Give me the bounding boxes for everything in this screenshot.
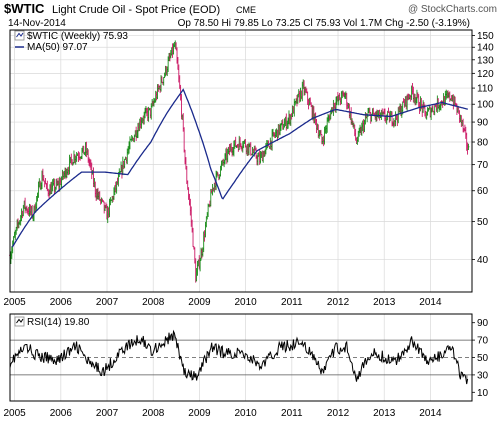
- rsi-y-tick-label: 90: [477, 318, 489, 329]
- price-y-tick-label: 90: [477, 118, 489, 129]
- chart-legend-icon: [16, 32, 24, 38]
- price-x-tick-label: 2010: [234, 297, 257, 308]
- rsi-y-tick-label: 50: [477, 353, 489, 364]
- rsi-x-axis: 2005 2006 2007 2008 2009 2010 2011 2012 2013 2014: [3, 408, 441, 419]
- price-y-tick-label: 130: [477, 55, 494, 66]
- price-y-tick-label: 150: [477, 31, 494, 42]
- rsi-x-tick-label: 2008: [142, 408, 165, 419]
- price-legend-label: $WTIC (Weekly) 75.93: [27, 31, 128, 42]
- price-x-tick-label: 2013: [373, 297, 396, 308]
- price-legend: $WTIC (Weekly) 75.93 MA(50) 97.07: [14, 30, 128, 53]
- price-x-tick-label: 2014: [419, 297, 442, 308]
- price-y-tick-label: 50: [477, 217, 489, 228]
- price-x-tick-label: 2009: [188, 297, 211, 308]
- rsi-legend-swatch: [14, 316, 25, 327]
- price-y-tick-label: 60: [477, 186, 489, 197]
- exchange-label: CME: [236, 5, 256, 15]
- price-y-tick-label: 140: [477, 43, 494, 54]
- rsi-x-tick-label: 2013: [373, 408, 396, 419]
- price-panel-frame: [9, 29, 473, 293]
- price-x-tick-label: 2008: [142, 297, 165, 308]
- rsi-x-tick-label: 2005: [3, 408, 26, 419]
- price-y-tick-label: 40: [477, 255, 489, 266]
- rsi-x-tick-label: 2014: [419, 408, 442, 419]
- rsi-gridlines: [10, 314, 472, 401]
- price-gridlines: [10, 30, 472, 292]
- price-y-tick-label: 80: [477, 138, 489, 149]
- rsi-y-tick-label: 30: [477, 370, 489, 381]
- chart-symbol: $WTIC: [4, 1, 45, 16]
- price-x-axis: 2005 2006 2007 2008 2009 2010 2011 2012 2013 2014: [3, 297, 441, 308]
- price-x-tick-label: 2012: [327, 297, 350, 308]
- price-x-tick-label: 2007: [96, 297, 119, 308]
- price-y-tick-label: 70: [477, 160, 489, 171]
- rsi-y-tick-label: 70: [477, 336, 489, 347]
- ma-legend-label: MA(50) 97.07: [27, 42, 88, 53]
- rsi-legend-label: RSI(14) 19.80: [27, 317, 90, 328]
- rsi-x-tick-label: 2006: [50, 408, 73, 419]
- rsi-y-tick-label: 10: [477, 388, 489, 399]
- rsi-x-tick-label: 2009: [188, 408, 211, 419]
- price-x-tick-label: 2011: [281, 297, 303, 308]
- price-y-tick-label: 110: [477, 84, 493, 95]
- chart-legend-icon: [16, 318, 24, 324]
- rsi-axis: 10 30 50 70 90: [472, 318, 489, 399]
- price-x-tick-label: 2006: [50, 297, 73, 308]
- chart-date: 14-Nov-2014: [8, 18, 66, 29]
- ohlc-readout: Op 78.50 Hi 79.85 Lo 73.25 Cl 75.93 Vol …: [178, 18, 470, 29]
- rsi-x-tick-label: 2010: [234, 408, 257, 419]
- rsi-line: [9, 329, 469, 385]
- chart-description: Light Crude Oil - Spot Price (EOD): [52, 4, 220, 16]
- rsi-x-tick-label: 2011: [281, 408, 303, 419]
- watermark: @ StockCharts.com: [408, 4, 497, 15]
- rsi-x-tick-label: 2007: [96, 408, 119, 419]
- price-x-tick-label: 2005: [3, 297, 26, 308]
- price-y-tick-label: 100: [477, 100, 494, 111]
- price-legend-swatch: [14, 30, 25, 41]
- price-y-tick-label: 120: [477, 69, 494, 80]
- rsi-x-tick-label: 2012: [327, 408, 350, 419]
- rsi-legend: RSI(14) 19.80: [14, 316, 90, 328]
- ma-line: [11, 88, 469, 248]
